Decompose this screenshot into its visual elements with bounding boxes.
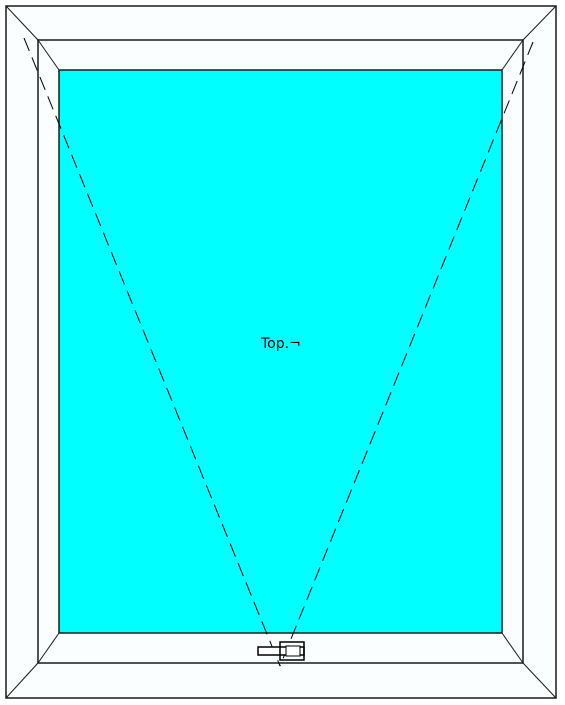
sash-bevel-bottom-left xyxy=(37,632,60,664)
frame-bevel-top-left xyxy=(5,5,39,41)
opening-indicator-right xyxy=(279,41,534,667)
glass-pane xyxy=(58,69,503,634)
sash-bevel-top-right xyxy=(501,39,524,71)
frame-bevel-top-right xyxy=(522,5,557,41)
sash-bevel-top-left xyxy=(37,39,60,71)
window-handle-icon xyxy=(257,641,305,661)
glass-label: Top.¬ xyxy=(260,336,301,352)
frame-bevel-bottom-left xyxy=(5,662,39,699)
sash-bevel-bottom-right xyxy=(501,632,524,664)
frame-bevel-bottom-right xyxy=(522,662,557,699)
opening-indicator-left xyxy=(23,37,281,667)
